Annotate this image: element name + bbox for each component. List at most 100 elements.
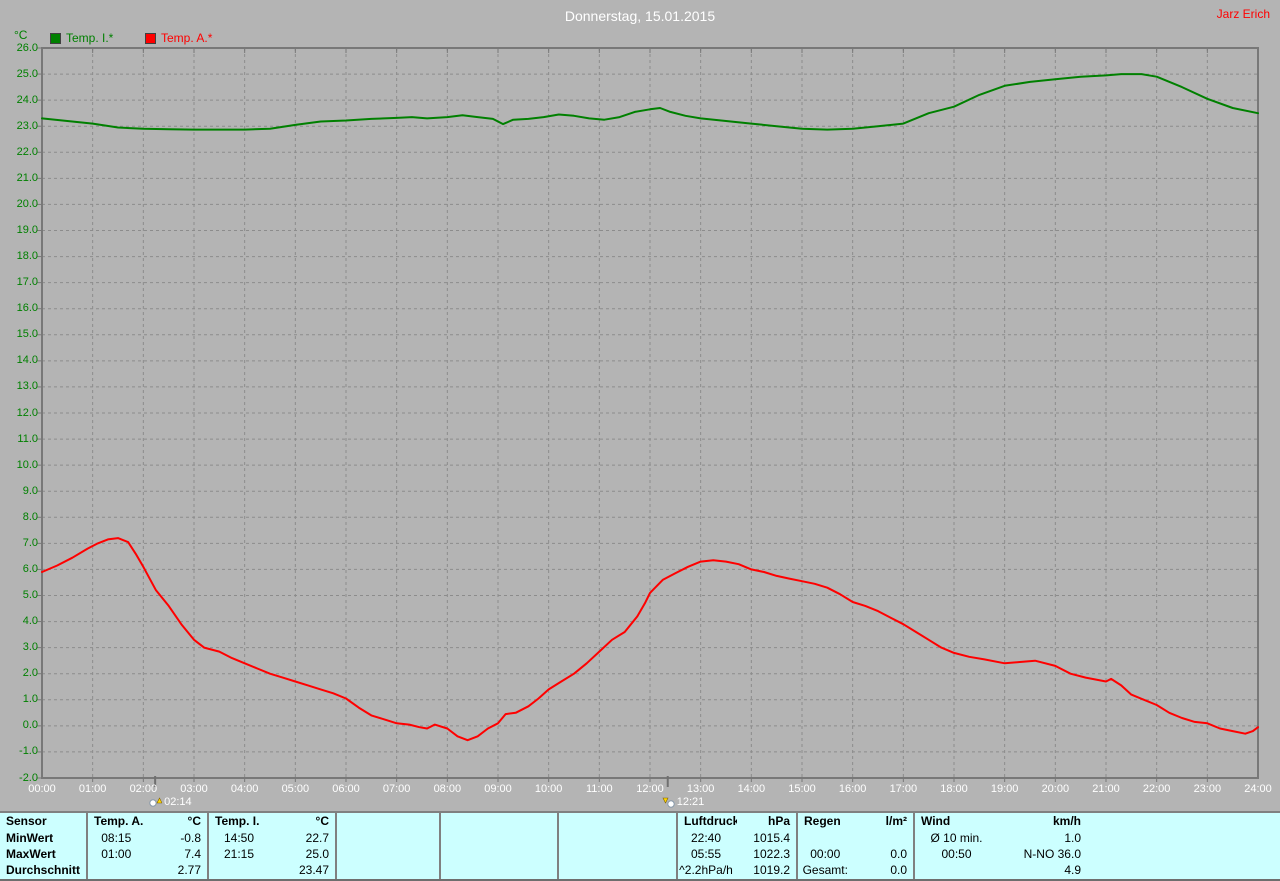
y-tick-label: -1.0 [19, 745, 38, 758]
cell-time [798, 830, 853, 846]
y-tick-label: 2.0 [22, 667, 38, 680]
legend-item-temp-a: Temp. A.* [145, 31, 212, 45]
y-tick-label: 6.0 [22, 562, 38, 575]
column-title: Temp. I. [215, 814, 260, 828]
event-marker-time: 02:14 [164, 795, 192, 808]
cell-value: 25.0 [305, 847, 329, 861]
x-tick-label: 20:00 [1041, 783, 1070, 795]
legend-label-temp-a: Temp. A.* [161, 31, 213, 45]
y-tick-label: 11.0 [17, 432, 38, 445]
y-tick-label: 21.0 [16, 171, 38, 184]
table-column-content: Temp. A. °C 08:15 -0.8 01:00 7.4 2.77 [88, 813, 207, 878]
column-unit: l/m² [885, 814, 907, 828]
cell-time [88, 862, 145, 878]
column-header: Regen l/m² [798, 813, 913, 830]
y-tick-label: 9.0 [22, 484, 38, 497]
cell-time: 00:50 [941, 847, 972, 861]
table-row: 00:50 N-NO 36.0 [915, 846, 1087, 862]
x-tick-label: 23:00 [1193, 783, 1222, 795]
cell-time: Ø 10 min. [930, 831, 983, 845]
y-tick-label: 20.0 [16, 197, 38, 210]
column-title: Temp. A. [94, 814, 144, 828]
cell-time: 01:00 [101, 847, 132, 861]
column-unit: °C [315, 814, 329, 828]
y-tick-label: 24.0 [16, 93, 38, 106]
cell-time: ^2.2hPa/h [679, 863, 733, 877]
row-label: MaxWert [6, 847, 56, 861]
cell-value: 7.4 [184, 847, 201, 861]
x-tick-label: 03:00 [180, 783, 208, 795]
cell-value: 23.47 [298, 863, 329, 877]
x-tick-label: 09:00 [484, 783, 512, 795]
column-header: Wind km/h [915, 813, 1087, 830]
y-tick-label: 26.0 [16, 41, 38, 54]
y-axis-unit: °C [14, 28, 28, 42]
x-tick-label: 18:00 [940, 783, 968, 795]
table-row: 2.77 [88, 862, 207, 878]
cell-time: 21:15 [223, 847, 255, 861]
table-column-temp-a: Temp. A. °C 08:15 -0.8 01:00 7.4 2.77 [86, 813, 207, 879]
y-tick-label: 17.0 [16, 276, 38, 289]
table-row: 22:40 1015.4 [678, 830, 796, 846]
table-column-content: Regen l/m² 00:00 0.0 Gesamt: 0.0 [798, 813, 913, 878]
x-tick-label: 08:00 [433, 783, 462, 795]
table-column-sensor: Sensor MinWert MaxWert Durchschnitt [0, 813, 86, 879]
x-tick-label: 05:00 [281, 783, 310, 795]
x-tick-label: 24:00 [1244, 783, 1272, 795]
table-column-content: Luftdruck hPa 22:40 1015.4 05:55 1022.3 ^2.2hP… [678, 813, 796, 878]
table-row [798, 830, 913, 846]
cell-value: -0.8 [180, 831, 201, 845]
y-tick-label: 5.0 [22, 589, 38, 601]
row-label: MinWert [6, 831, 54, 845]
event-marker-02-14: 02:14 [149, 795, 192, 808]
cell-time: 22:40 [690, 831, 722, 845]
y-tick-label: 15.0 [16, 328, 38, 341]
table-column-content: Sensor MinWert MaxWert Durchschnitt [0, 813, 86, 878]
y-tick-label: 7.0 [22, 536, 38, 549]
y-tick-label: 18.0 [16, 250, 38, 263]
table-row: 05:55 1022.3 [678, 846, 796, 862]
legend-item-temp-i: Temp. I.* [50, 31, 113, 45]
cell-value: 0.0 [890, 847, 907, 861]
chart-plot [37, 47, 1259, 787]
y-tick-label: 8.0 [22, 510, 38, 523]
table-row: 14:50 22.7 [209, 830, 335, 846]
row-label: Durchschnitt [6, 863, 81, 877]
table-row: 21:15 25.0 [209, 846, 335, 862]
table-row: 01:00 7.4 [88, 846, 207, 862]
cell-value: 1019.2 [753, 863, 790, 877]
column-unit: °C [187, 814, 201, 828]
cell-time: 00:00 [810, 847, 841, 861]
table-row: ^2.2hPa/h 1019.2 [678, 862, 796, 878]
cell-time [915, 862, 998, 878]
y-tick-label: 25.0 [16, 67, 38, 80]
cell-time [209, 862, 269, 878]
x-tick-label: 11:00 [585, 783, 613, 795]
x-tick-label: 21:00 [1092, 783, 1120, 795]
event-marker-time: 12:21 [676, 795, 705, 808]
table-row: 4.9 [915, 862, 1087, 878]
cell-time: 08:15 [101, 831, 132, 845]
series-curve-temp-a [41, 537, 1259, 742]
x-tick-label: 13:00 [686, 783, 715, 795]
y-tick-label: 22.0 [16, 145, 38, 158]
cell-value: 1.0 [1064, 831, 1081, 845]
x-tick-label: 17:00 [889, 783, 918, 795]
x-tick-label: 14:00 [737, 783, 766, 795]
y-tick-label: 13.0 [16, 380, 38, 393]
temp-a-swatch-icon [145, 32, 156, 44]
y-tick-label: 0.0 [22, 719, 38, 732]
table-column-empty-1 [335, 813, 439, 879]
y-tick-label: 23.0 [16, 119, 38, 132]
x-tick-label: 06:00 [332, 783, 360, 795]
column-title: Luftdruck [684, 814, 737, 828]
y-tick-label: 4.0 [22, 615, 38, 628]
x-tick-label: 02:00 [129, 783, 158, 795]
column-unit: km/h [1052, 814, 1081, 828]
y-tick-label: 10.0 [16, 458, 38, 471]
x-tick-label: 22:00 [1142, 783, 1171, 795]
table-column-content: Temp. I. °C 14:50 22.7 21:15 25.0 23.47 [209, 813, 335, 878]
cell-value: 1022.3 [753, 847, 790, 861]
table-column-luftdruck: Luftdruck hPa 22:40 1015.4 05:55 1022.3 ^2.2hP… [676, 813, 796, 879]
